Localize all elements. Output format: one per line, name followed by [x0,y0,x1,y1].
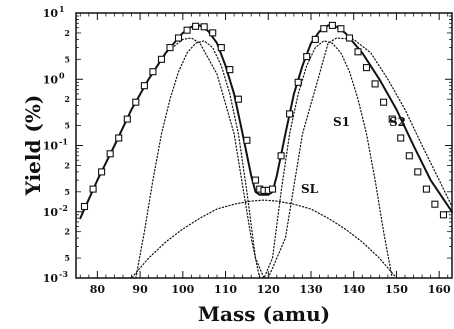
y-minor-label: 5 [64,54,70,64]
x-tick-label: 130 [300,283,323,296]
data-point-marker [286,110,294,118]
x-tick-label: 100 [171,283,194,296]
data-point-marker [166,44,174,52]
x-tick-label: 80 [90,283,106,296]
x-axis-title: Mass (amu) [198,302,330,326]
y-tick-label: 10 [43,140,59,153]
data-point-marker [157,55,166,63]
data-point-marker [98,168,106,176]
y-minor-label: 2 [64,227,70,237]
data-point-marker [132,98,140,106]
data-point-marker [414,168,422,176]
data-point-marker [217,44,225,52]
markers-layer [80,21,448,219]
y-tick-label-exponent: 1 [59,4,65,14]
y-tick-label-exponent: -1 [59,137,68,147]
series-line-s2 [79,37,453,279]
annotation-sl: SL [301,182,319,196]
y-tick-label: 10 [43,7,59,20]
y-tick-label-exponent: -2 [59,203,68,213]
ticks-layer [76,12,452,279]
y-axis-title: Yield (%) [21,95,45,197]
series-line-s1 [135,40,393,279]
data-point-marker [149,68,157,76]
data-point-marker [140,82,148,90]
data-point-marker [337,25,345,33]
y-tick-label-exponent: -3 [59,269,68,279]
x-tick-label: 120 [257,283,280,296]
curves-layer [79,24,453,279]
y-minor-label: 5 [64,121,70,131]
data-point-marker [380,98,388,106]
annotation-s2: S2 [389,115,406,129]
data-point-marker [388,115,396,123]
x-tick-label: 110 [214,283,237,296]
annotation-s1: S1 [333,115,350,129]
y-minor-label: 5 [64,253,70,263]
data-point-marker [362,64,371,72]
data-point-marker [115,134,123,142]
data-point-marker [311,35,319,43]
data-point-marker [183,26,191,34]
data-point-marker [123,115,131,123]
data-point-marker [209,29,217,37]
data-point-marker [243,136,251,144]
data-point-marker [89,185,97,193]
data-point-marker [277,152,285,160]
data-point-marker [303,53,311,61]
x-tick-label: 150 [385,283,408,296]
y-minor-label: 2 [64,94,70,104]
y-tick-label: 10 [43,73,59,86]
data-point-marker [405,152,413,160]
y-minor-label: 2 [64,28,70,38]
x-tick-labels: 80 90 100 110 120 130 140 150 160 [90,283,451,296]
data-point-marker [226,66,234,74]
data-point-marker [397,134,405,142]
x-tick-label: 160 [428,283,451,296]
data-point-marker [200,23,208,31]
data-point-marker [431,200,439,208]
data-point-marker [439,211,448,219]
data-point-marker [80,202,89,211]
data-point-marker [294,78,302,86]
x-tick-label: 140 [342,283,365,296]
data-point-marker [174,34,183,42]
plot-frame [75,12,453,279]
y-tick-label: 10 [43,272,59,285]
x-tick-label: 90 [132,283,148,296]
data-point-marker [422,185,430,193]
y-minor-label: 2 [64,160,70,170]
data-point-marker [345,34,354,42]
data-point-marker [320,25,328,33]
data-point-marker [106,150,114,158]
data-point-marker [251,176,260,184]
y-tick-label-exponent: 0 [59,70,65,80]
data-point-marker [328,21,336,29]
y-tick-label: 10 [43,206,59,219]
data-point-marker [192,22,200,30]
y-minor-label: 5 [64,187,70,197]
data-point-marker [371,80,379,88]
data-point-marker [234,95,242,103]
data-point-marker [354,48,362,56]
data-point-marker [268,185,277,193]
series-line-sl [118,199,410,279]
